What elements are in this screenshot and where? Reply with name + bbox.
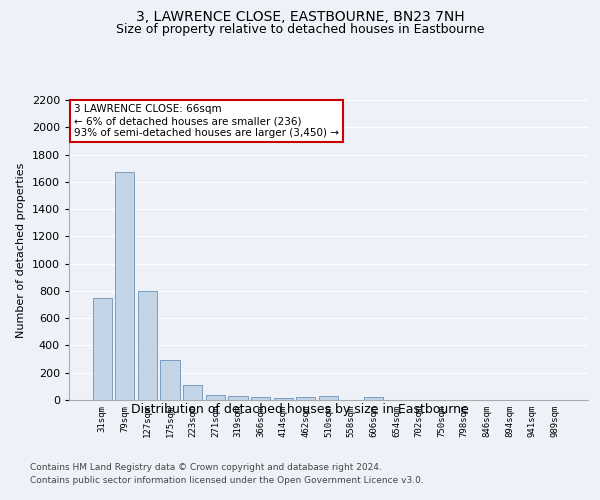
Text: Distribution of detached houses by size in Eastbourne: Distribution of detached houses by size …: [131, 402, 469, 415]
Bar: [364, 398, 383, 400]
Bar: [92, 298, 112, 400]
Bar: [229, 396, 248, 400]
Bar: [206, 394, 225, 400]
Bar: [296, 397, 316, 400]
Text: Size of property relative to detached houses in Eastbourne: Size of property relative to detached ho…: [116, 22, 484, 36]
Bar: [319, 396, 338, 400]
Text: Contains public sector information licensed under the Open Government Licence v3: Contains public sector information licen…: [30, 476, 424, 485]
Bar: [115, 172, 134, 400]
Bar: [274, 398, 293, 400]
Y-axis label: Number of detached properties: Number of detached properties: [16, 162, 26, 338]
Text: 3, LAWRENCE CLOSE, EASTBOURNE, BN23 7NH: 3, LAWRENCE CLOSE, EASTBOURNE, BN23 7NH: [136, 10, 464, 24]
Bar: [183, 385, 202, 400]
Text: Contains HM Land Registry data © Crown copyright and database right 2024.: Contains HM Land Registry data © Crown c…: [30, 462, 382, 471]
Bar: [251, 397, 270, 400]
Bar: [138, 291, 157, 400]
Text: 3 LAWRENCE CLOSE: 66sqm
← 6% of detached houses are smaller (236)
93% of semi-de: 3 LAWRENCE CLOSE: 66sqm ← 6% of detached…: [74, 104, 339, 138]
Bar: [160, 360, 180, 400]
